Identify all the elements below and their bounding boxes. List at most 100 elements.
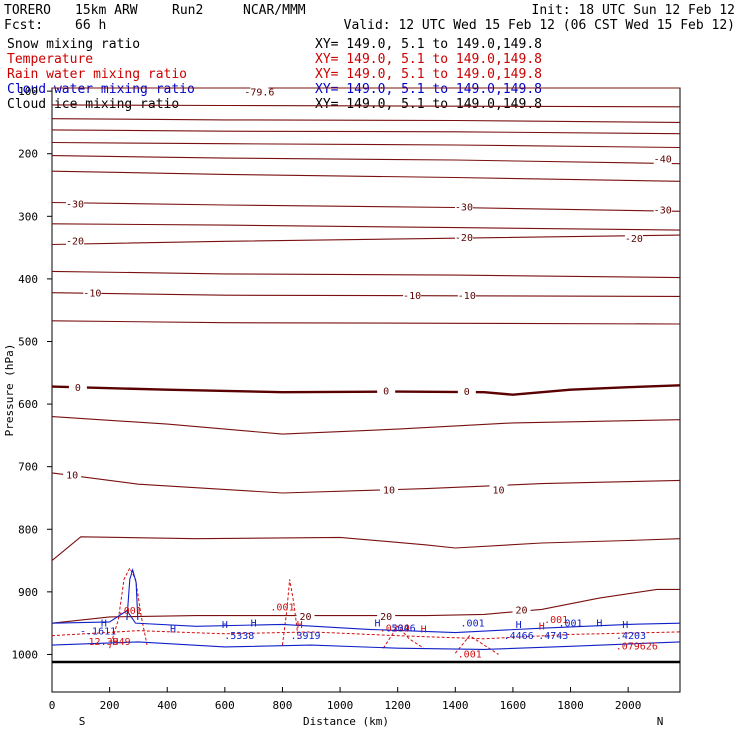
valid-time: Valid: 12 UTC Wed 15 Feb 12 (06 CST Wed … — [344, 18, 735, 33]
forecast-label: Fcst: — [4, 18, 43, 33]
x-tick-label: 800 — [273, 699, 293, 712]
temperature-contour — [51, 320, 681, 325]
temperature-contour — [51, 104, 681, 108]
legend-field-xy: XY= 149.0, 5.1 to 149.0,149.8 — [315, 37, 542, 52]
x-tick-label: 1800 — [557, 699, 584, 712]
contour-label: -79.6 — [244, 87, 274, 98]
legend-field-name: Rain water mixing ratio — [7, 67, 187, 82]
cloud-water-contour — [126, 567, 139, 621]
cloud-water-label: .4466 — [504, 631, 534, 642]
extremum-marker: H — [112, 637, 118, 648]
contour-label-bg — [457, 289, 476, 301]
contour-label: -40 — [654, 154, 672, 165]
temperature-contour — [51, 129, 681, 135]
x-tick-label: 400 — [157, 699, 177, 712]
legend-field-name: Cloud water mixing ratio — [7, 82, 195, 97]
contour-label-bg — [66, 235, 85, 247]
field-legend: Snow mixing ratio XY= 149.0, 5.1 to 149.0… — [7, 37, 542, 112]
legend-field-name: Snow mixing ratio — [7, 37, 140, 52]
run-label: Run2 — [172, 3, 203, 18]
lower-troposphere-fields: 12.3949.001.001.0239.001.001.079626-.161… — [51, 566, 681, 661]
forecast-hours: 66 h — [75, 18, 106, 33]
rain-label: .001 — [458, 650, 482, 661]
x-tick-label: 1000 — [327, 699, 354, 712]
cloud-water-label: .001 — [461, 618, 485, 629]
x-tick-label: 1600 — [500, 699, 527, 712]
contour-label-bg — [63, 469, 82, 481]
contour-label-bg — [489, 484, 508, 496]
extremum-marker: H — [539, 621, 545, 632]
y-tick-label: 700 — [18, 461, 38, 474]
extremum-marker: H — [222, 620, 228, 631]
contour-label: -20 — [625, 234, 643, 245]
cloud-water-label: .3919 — [290, 631, 320, 642]
rain-water-contour — [281, 579, 299, 646]
north-end-label: N — [657, 715, 664, 728]
temperature-contour — [51, 223, 681, 231]
init-time: Init: 18 UTC Sun 12 Feb 12 — [532, 3, 736, 18]
contour-label: -30 — [455, 203, 473, 214]
contour-label: 0 — [464, 387, 470, 398]
y-axis-label: Pressure (hPa) — [3, 344, 16, 437]
temperature-contour — [51, 416, 681, 435]
x-axis-label: Distance (km) — [303, 715, 389, 728]
y-tick-label: 600 — [18, 398, 38, 411]
temperature-contour — [51, 118, 681, 123]
contour-label: -30 — [66, 199, 84, 210]
contour-label-bg — [653, 204, 672, 216]
extremum-marker: H — [421, 625, 427, 636]
rain-label: .001 — [118, 606, 142, 617]
x-tick-label: 200 — [100, 699, 120, 712]
cloud-water-label: .4203 — [616, 631, 646, 642]
legend-field-xy: XY= 149.0, 5.1 to 149.0,149.8 — [315, 82, 542, 97]
contour-label: 20 — [516, 606, 528, 617]
contour-label-bg — [68, 381, 87, 393]
rain-label: .001 — [544, 615, 568, 626]
contour-label-bg — [624, 232, 643, 244]
contour-label: -10 — [458, 291, 476, 302]
extremum-marker: H — [251, 618, 257, 629]
temperature-contours: -79.6 -40 -30 -30 -30 -20 -20 -20 -10 -10 -10 0 0 0 10… — [51, 86, 681, 664]
rain-water-contour — [51, 630, 681, 640]
contour-label-bg — [296, 610, 315, 622]
extremum-marker: H — [375, 618, 381, 629]
contour-label-bg — [403, 289, 422, 301]
y-tick-label: 100 — [18, 85, 38, 98]
temperature-contour — [51, 588, 680, 624]
y-tick-label: 200 — [18, 148, 38, 161]
rain-label: 12.3949 — [89, 637, 131, 648]
contour-label: -10 — [403, 291, 421, 302]
temperature-contour — [51, 472, 681, 494]
contour-label-bg — [454, 232, 473, 244]
contour-label: 20 — [380, 612, 392, 623]
contour-label-bg — [457, 386, 476, 398]
temperature-contour — [51, 155, 681, 165]
y-tick-label: 800 — [18, 523, 38, 536]
rain-label: .001 — [270, 603, 294, 614]
temperature-contour — [51, 384, 681, 396]
contour-label: 20 — [299, 612, 311, 623]
extremum-marker: H — [170, 625, 176, 636]
cloud-water-label: .5338 — [224, 631, 254, 642]
y-tick-label: 500 — [18, 335, 38, 348]
org-label: NCAR/MMM — [243, 3, 306, 18]
rain-label: .079626 — [616, 641, 658, 652]
contour-label-bg — [250, 86, 269, 98]
contour-label-bg — [377, 385, 396, 397]
contour-label-bg — [83, 287, 102, 299]
cloud-water-label: .4743 — [538, 631, 568, 642]
x-tick-label: 1200 — [384, 699, 411, 712]
contour-label: 10 — [66, 470, 78, 481]
cloud-water-label: .5046 — [386, 623, 416, 634]
temperature-contour — [51, 141, 681, 149]
cloud-water-contour — [51, 641, 681, 650]
contour-label-bg — [66, 198, 85, 210]
extremum-marker: H — [622, 620, 628, 631]
rain-water-contour — [382, 625, 424, 649]
contour-label: -10 — [83, 288, 101, 299]
legend-field-name: Temperature — [7, 52, 93, 67]
contour-label-bg — [377, 610, 396, 622]
rain-water-contour — [454, 635, 499, 655]
temperature-contour — [51, 292, 681, 297]
y-tick-label: 300 — [18, 210, 38, 223]
